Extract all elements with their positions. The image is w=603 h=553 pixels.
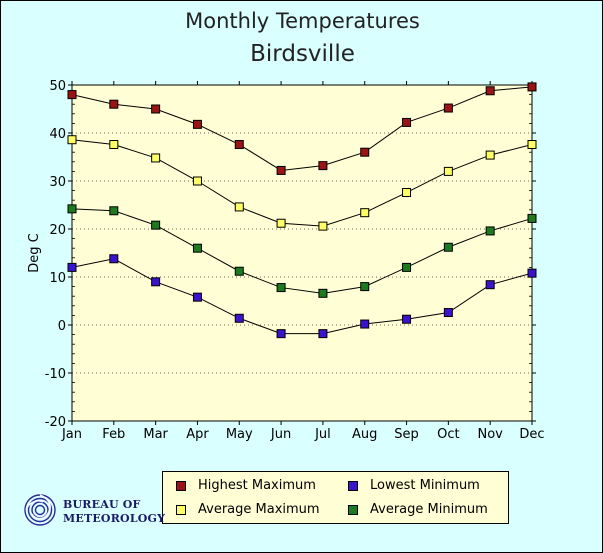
- y-tick-label: 50: [49, 79, 66, 94]
- legend-label: Average Minimum: [370, 502, 488, 517]
- data-point-average-minimum: [276, 283, 286, 293]
- data-point-lowest-minimum: [485, 280, 495, 290]
- legend-label: Average Maximum: [198, 502, 320, 517]
- data-point-average-minimum: [192, 243, 202, 253]
- x-tick-label: Feb: [102, 427, 125, 442]
- data-point-lowest-minimum: [234, 313, 244, 323]
- data-point-lowest-minimum: [151, 277, 161, 287]
- data-point-average-minimum: [109, 206, 119, 216]
- logo-line-2: Meteorology: [63, 512, 166, 525]
- x-tick-label: Oct: [437, 427, 459, 442]
- data-point-lowest-minimum: [443, 308, 453, 318]
- legend-item-average-maximum: Average Maximum: [176, 502, 320, 517]
- data-point-highest-maximum: [109, 99, 119, 109]
- data-point-highest-maximum: [234, 140, 244, 150]
- chart-subtitle: Birdsville: [250, 41, 355, 67]
- data-point-average-minimum: [402, 262, 412, 272]
- legend-label: Highest Maximum: [198, 478, 316, 493]
- series-line-lowest-minimum: [71, 258, 533, 335]
- legend-item-average-minimum: Average Minimum: [348, 502, 488, 517]
- y-axis-label: Deg C: [27, 233, 42, 272]
- y-tick-label: 20: [49, 223, 66, 238]
- y-tick-label: 0: [58, 319, 66, 334]
- data-point-average-maximum: [192, 176, 202, 186]
- y-tick-label: 10: [49, 271, 66, 286]
- data-point-average-minimum: [443, 242, 453, 252]
- x-tick-label: Dec: [519, 427, 544, 442]
- y-tick-label: 30: [49, 175, 66, 190]
- chart-area: -20 -10 0 10 20 30 40 50 Jan Feb Mar Apr May Jun Jul Au…: [27, 79, 545, 442]
- data-point-average-minimum: [360, 282, 370, 292]
- series-line-average-maximum: [71, 139, 533, 227]
- legend: Highest Maximum Lowest Minimum Average M…: [162, 471, 509, 524]
- logo-line-1: Bureau of: [63, 498, 141, 511]
- data-point-lowest-minimum: [67, 262, 77, 272]
- x-tick-label: Apr: [186, 427, 209, 442]
- swirl-logo-icon: [24, 494, 56, 526]
- data-point-lowest-minimum: [192, 292, 202, 302]
- x-tick-label: Jul: [314, 427, 331, 442]
- data-point-average-maximum: [402, 188, 412, 198]
- series-line-average-minimum: [71, 208, 533, 294]
- chart-title: Monthly Temperatures: [185, 9, 420, 33]
- plot-border: [71, 84, 533, 422]
- data-point-average-maximum: [151, 153, 161, 163]
- data-point-average-maximum: [234, 202, 244, 212]
- data-point-lowest-minimum: [527, 268, 537, 278]
- data-point-average-maximum: [276, 218, 286, 228]
- data-point-lowest-minimum: [402, 314, 412, 324]
- plot-background: [72, 85, 532, 421]
- data-point-highest-maximum: [527, 82, 537, 92]
- data-point-average-minimum: [151, 220, 161, 230]
- data-point-average-maximum: [67, 135, 77, 145]
- data-point-lowest-minimum: [318, 329, 328, 339]
- x-tick-label: Mar: [143, 427, 168, 442]
- data-point-average-minimum: [234, 266, 244, 276]
- x-tick-label: Aug: [352, 427, 377, 442]
- legend-item-lowest-minimum: Lowest Minimum: [348, 478, 480, 493]
- data-point-average-minimum: [67, 204, 77, 214]
- data-point-lowest-minimum: [109, 254, 119, 264]
- data-point-highest-maximum: [318, 161, 328, 171]
- data-point-average-minimum: [485, 226, 495, 236]
- legend-label: Lowest Minimum: [370, 478, 480, 493]
- y-tick-label: -10: [45, 367, 66, 382]
- data-point-highest-maximum: [151, 104, 161, 114]
- x-tick-label: May: [226, 427, 253, 442]
- data-point-highest-maximum: [192, 119, 202, 129]
- data-point-lowest-minimum: [276, 329, 286, 339]
- data-point-average-minimum: [318, 288, 328, 298]
- data-point-highest-maximum: [402, 117, 412, 127]
- legend-swatch: [348, 480, 358, 491]
- legend-item-highest-maximum: Highest Maximum: [176, 478, 316, 493]
- data-point-highest-maximum: [67, 90, 77, 100]
- data-point-average-maximum: [485, 150, 495, 160]
- data-point-highest-maximum: [485, 86, 495, 96]
- legend-swatch: [176, 504, 186, 515]
- x-tick-label: Sep: [394, 427, 419, 442]
- data-point-highest-maximum: [276, 165, 286, 175]
- data-point-average-minimum: [527, 213, 537, 223]
- data-point-lowest-minimum: [360, 319, 370, 329]
- data-point-highest-maximum: [360, 147, 370, 157]
- legend-swatch: [348, 504, 358, 515]
- legend-swatch: [176, 480, 186, 491]
- y-tick-label: -20: [45, 415, 66, 430]
- y-tick-label: 40: [49, 127, 66, 142]
- x-tick-label: Jun: [270, 427, 291, 442]
- data-point-average-maximum: [109, 140, 119, 150]
- data-point-average-maximum: [360, 208, 370, 218]
- x-tick-label: Nov: [477, 427, 503, 442]
- series-line-highest-maximum: [71, 86, 533, 171]
- data-point-average-maximum: [527, 140, 537, 150]
- x-tick-label: Jan: [61, 427, 82, 442]
- data-point-highest-maximum: [443, 103, 453, 113]
- data-point-average-maximum: [443, 166, 453, 176]
- bureau-of-meteorology-logo: Bureau of Meteorology: [23, 491, 165, 531]
- data-point-average-maximum: [318, 221, 328, 231]
